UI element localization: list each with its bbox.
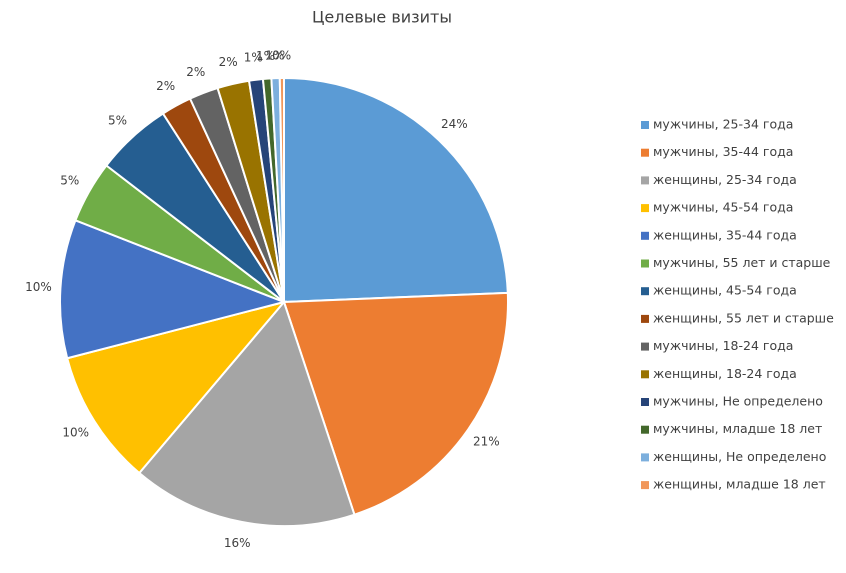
legend-swatch <box>641 121 649 129</box>
data-label: 2% <box>156 79 175 93</box>
legend-swatch <box>641 176 649 185</box>
data-label: 21% <box>473 434 500 448</box>
legend-swatch <box>641 314 649 323</box>
legend-label: мужчины, 18-24 года <box>653 338 793 353</box>
legend-label: женщины, 55 лет и старше <box>653 310 834 325</box>
legend-label: женщины, 45-54 года <box>653 283 797 298</box>
legend-swatch <box>641 231 649 240</box>
legend-swatch <box>641 425 649 434</box>
legend-swatch <box>641 287 649 296</box>
legend-label: женщины, 35-44 года <box>653 227 797 242</box>
legend-label: мужчины, 25-34 года <box>653 117 793 132</box>
data-label: 1% <box>265 49 284 63</box>
data-label: 5% <box>60 174 79 188</box>
legend-swatch <box>641 481 649 490</box>
pie-slice <box>282 291 509 516</box>
legend-label: женщины, Не определено <box>653 449 826 464</box>
legend-swatch <box>641 453 649 462</box>
legend-swatch <box>641 398 649 406</box>
data-label: 1% <box>244 50 263 64</box>
legend-label: женщины, 25-34 года <box>653 172 797 187</box>
data-label: 10% <box>62 425 89 439</box>
data-label: 2% <box>186 65 205 79</box>
data-label: 1% <box>256 49 275 63</box>
chart-title: Целевые визиты <box>312 8 452 27</box>
legend-label: мужчины, 45-54 года <box>653 200 793 215</box>
pie-slice <box>283 76 509 304</box>
legend-swatch <box>641 259 649 268</box>
data-label: 5% <box>108 113 127 127</box>
data-label: 0% <box>272 49 291 63</box>
legend-label: женщины, младше 18 лет <box>653 477 826 492</box>
pie-slice <box>137 299 356 527</box>
legend-swatch <box>641 370 649 379</box>
legend-swatch <box>641 148 649 157</box>
legend-label: мужчины, 35-44 года <box>653 144 793 159</box>
legend-label: мужчины, Не определено <box>653 394 823 409</box>
legend-swatch <box>641 204 649 213</box>
data-label: 24% <box>441 117 468 131</box>
data-label: 2% <box>219 55 238 69</box>
legend-label: мужчины, 55 лет и старше <box>653 255 831 270</box>
legend-label: женщины, 18-24 года <box>653 366 797 381</box>
pie-slice <box>278 76 285 303</box>
data-label: 16% <box>224 536 251 550</box>
legend-label: мужчины, младше 18 лет <box>653 421 822 436</box>
pie-slice <box>59 219 288 360</box>
data-label: 10% <box>25 280 52 294</box>
legend-swatch <box>641 342 649 351</box>
